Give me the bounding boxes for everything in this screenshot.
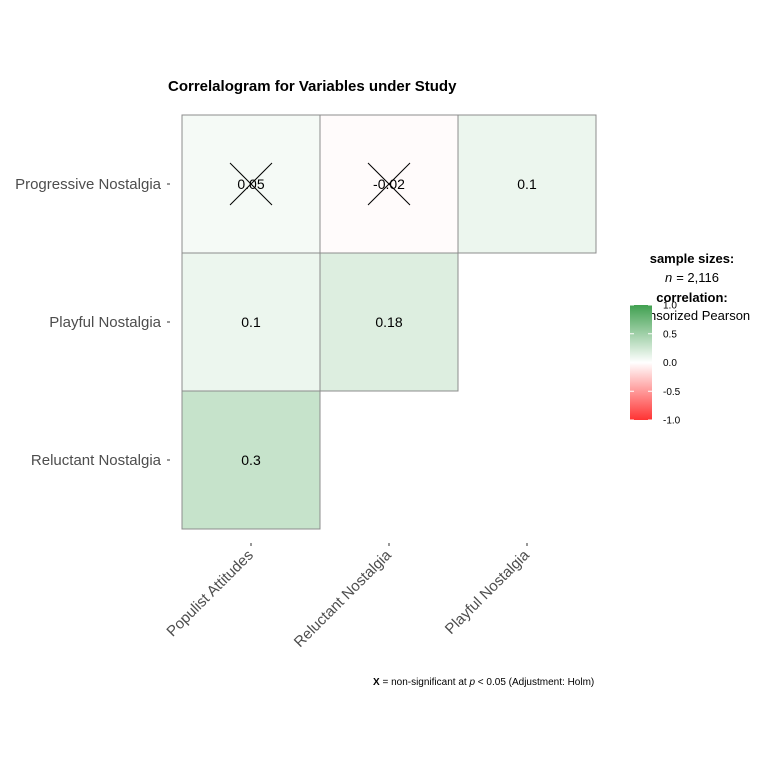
legend-sample-heading: sample sizes: (650, 251, 735, 266)
x-tick-label: Reluctant Nostalgia (291, 546, 395, 650)
x-tick-label: Populist Attitudes (163, 547, 256, 640)
caption-text-after: < 0.05 (Adjustment: Holm) (475, 677, 594, 688)
nonsignificant-cross-line (367, 162, 411, 206)
legend-colorbar (630, 305, 652, 420)
legend-corr-heading: correlation: (656, 290, 728, 305)
y-tick-label: Progressive Nostalgia (15, 176, 162, 193)
cell-value-label: 0.1 (517, 176, 537, 192)
x-tick-label: Playful Nostalgia (442, 546, 533, 637)
cell-rect (319, 252, 459, 392)
caption: X = non-significant at p < 0.05 (Adjustm… (373, 677, 594, 688)
y-axis: Progressive Nostalgia Playful Nostalgia Re… (15, 176, 170, 469)
legend-tick-label: -1.0 (663, 416, 681, 427)
cell-value-label: 0.18 (375, 314, 402, 330)
nonsignificant-cross-line (229, 162, 273, 206)
cell-rect (457, 114, 597, 254)
x-axis: Populist Attitudes Reluctant Nostalgia Pla… (163, 543, 533, 651)
legend: sample sizes: n = 2,116 correlation: Wins… (630, 251, 750, 427)
legend-corr-method: Winsorized Pearson (634, 308, 750, 323)
legend-tick-label: -0.5 (663, 387, 681, 398)
cell-value-label: 0.1 (241, 314, 261, 330)
legend-tick-label: 0.0 (663, 358, 677, 369)
caption-marker: X (373, 677, 380, 688)
cell-playful-nostalgia-populist-attitudes: 0.1 (181, 252, 321, 392)
caption-text-before: = non-significant at (380, 677, 470, 688)
chart-title: Correlalogram for Variables under Study (168, 78, 457, 95)
cell-rect (181, 390, 321, 530)
cell-reluctant-nostalgia-populist-attitudes: 0.3 (181, 390, 321, 530)
cell-progressive-nostalgia-reluctant-nostalgia: -0.02 (319, 114, 459, 254)
cells-layer: 0.05-0.02 0.1 0.1 0.18 0.3 (181, 114, 597, 530)
cell-value-label: 0.3 (241, 452, 261, 468)
caption-p: p (468, 677, 475, 688)
cell-progressive-nostalgia-populist-attitudes: 0.05 (181, 114, 321, 254)
legend-sample-n: n (665, 270, 672, 285)
cell-playful-nostalgia-reluctant-nostalgia: 0.18 (319, 252, 459, 392)
cell-progressive-nostalgia-playful-nostalgia: 0.1 (457, 114, 597, 254)
legend-ticks: 1.0 0.5 0.0 -0.5 -1.0 (630, 301, 681, 427)
legend-tick-label: 1.0 (663, 301, 677, 312)
legend-sample-size: n = 2,116 (665, 270, 719, 285)
y-tick-label: Reluctant Nostalgia (31, 452, 162, 469)
y-tick-label: Playful Nostalgia (49, 314, 161, 331)
legend-tick-label: 0.5 (663, 329, 677, 340)
legend-sample-value: = 2,116 (676, 270, 719, 285)
